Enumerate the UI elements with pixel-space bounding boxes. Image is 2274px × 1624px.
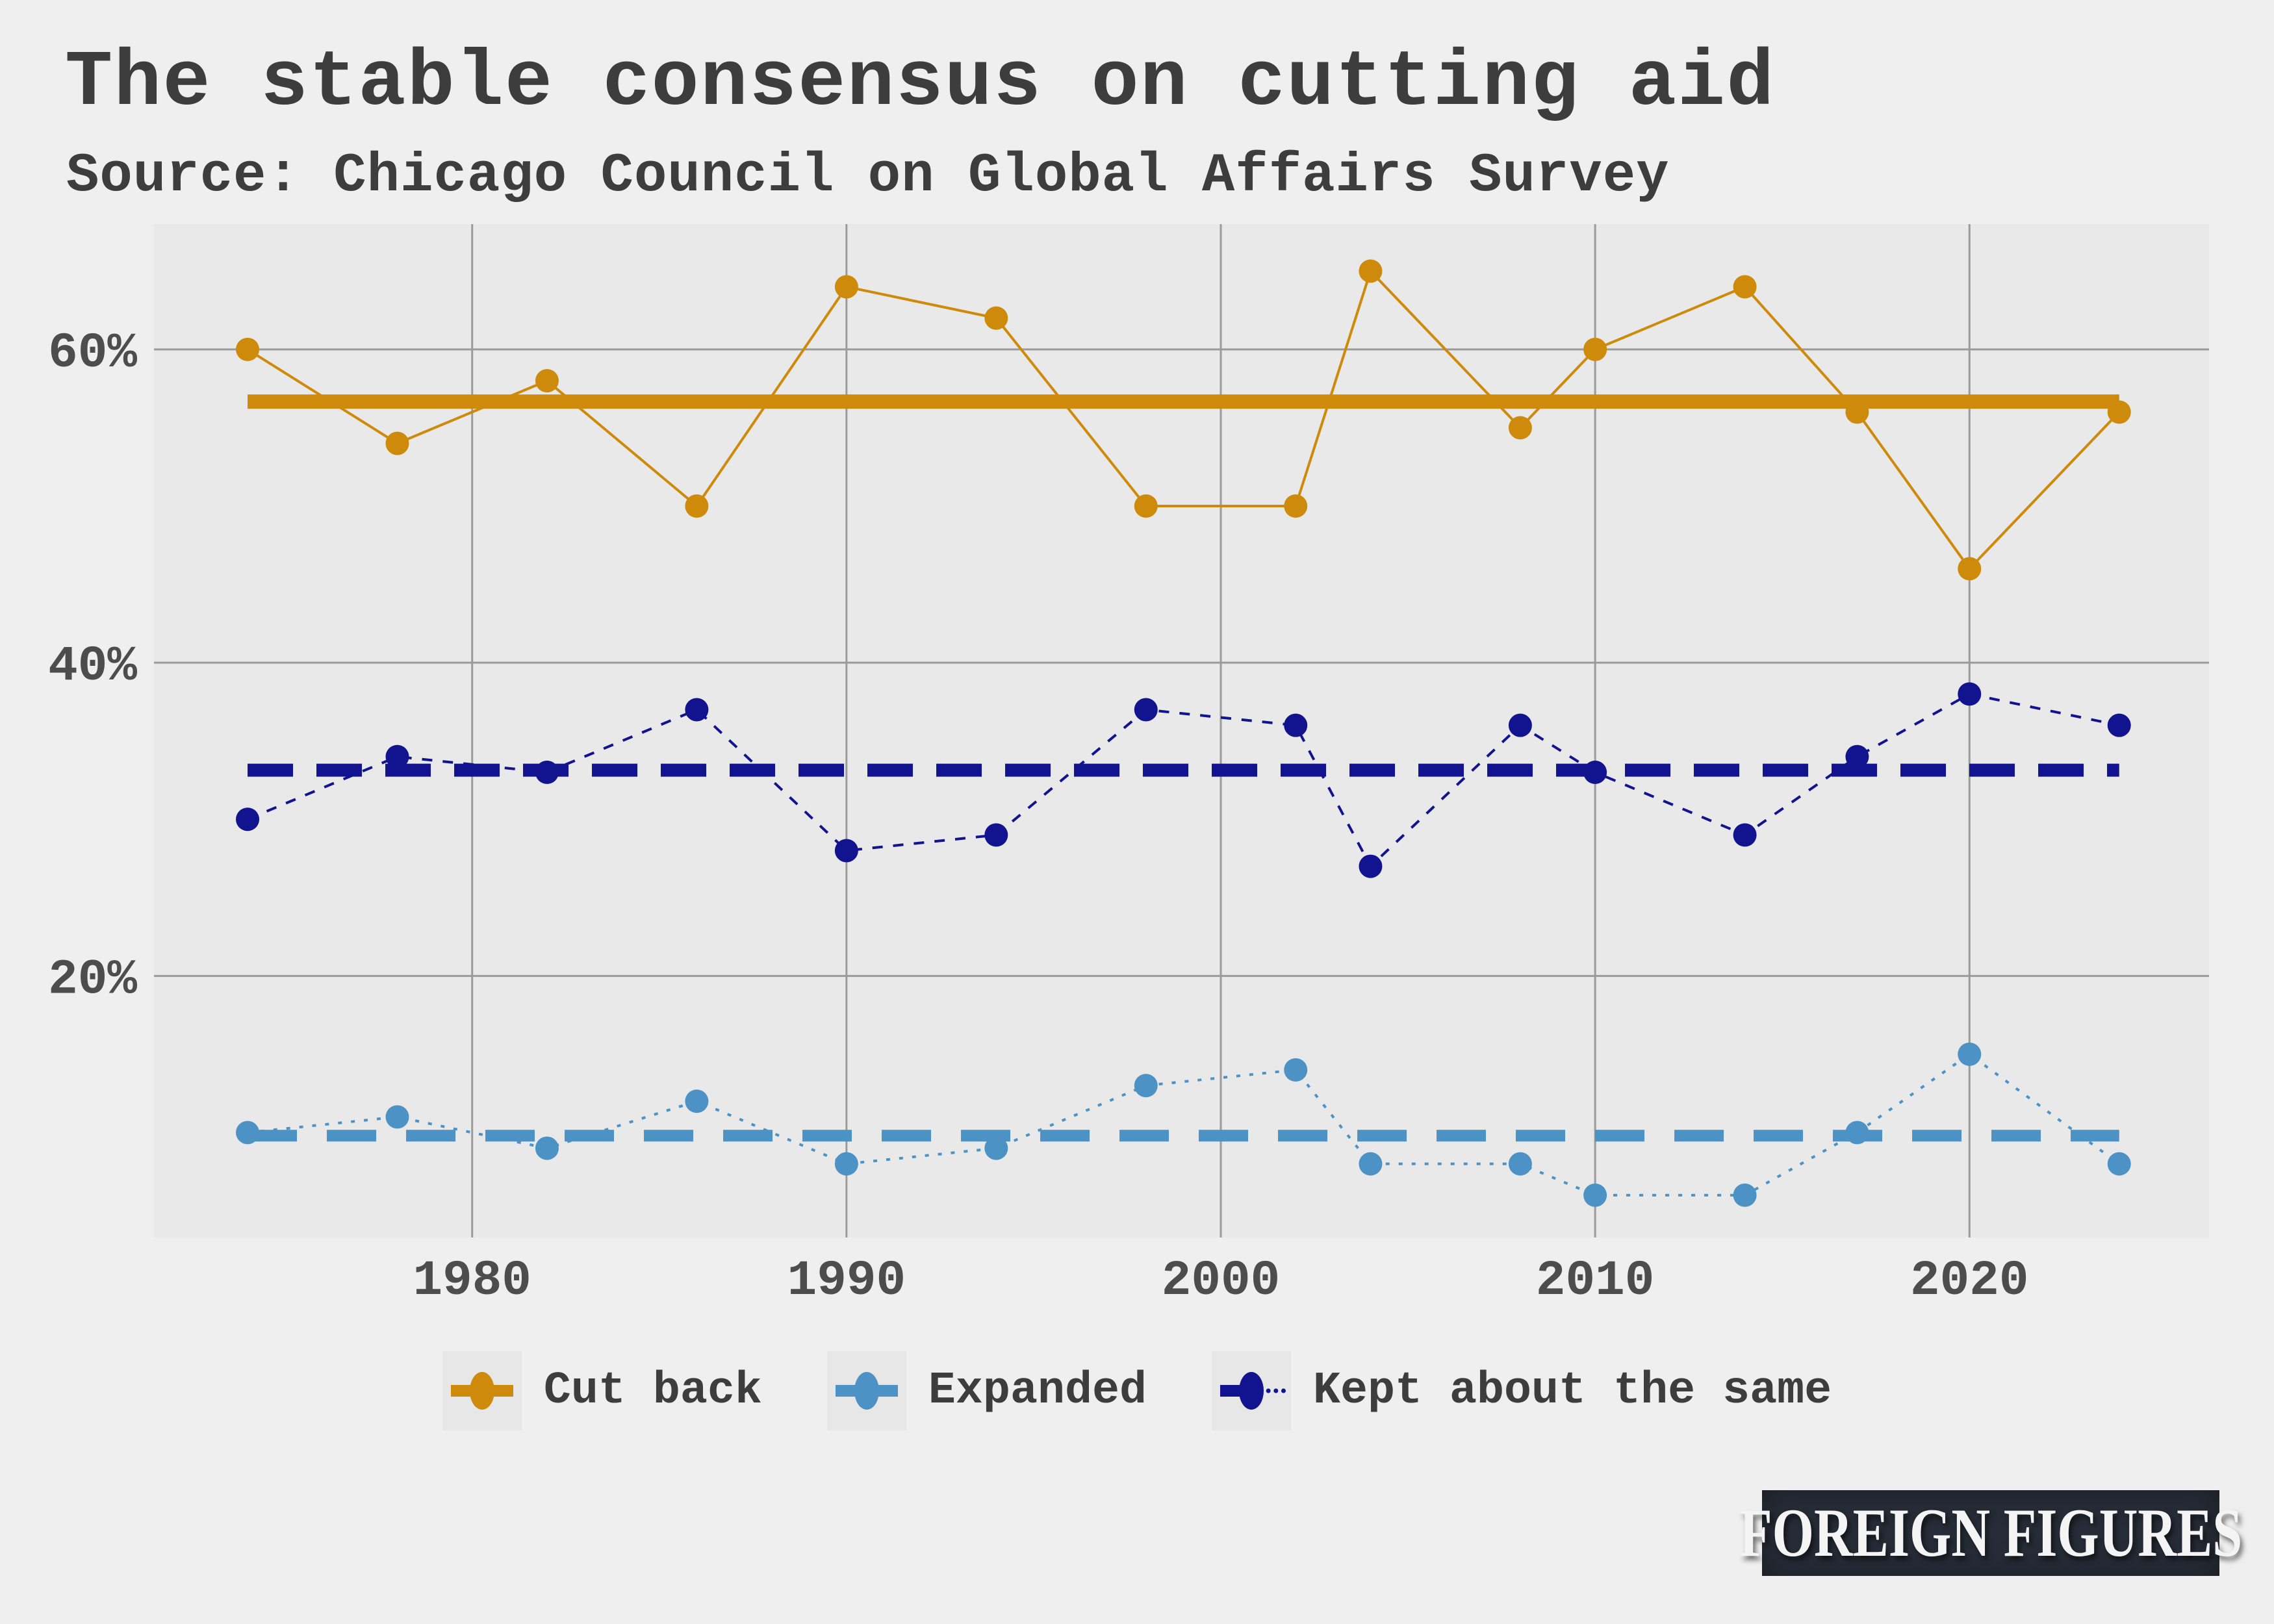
x-tick-label-2010: 2010 [1536, 1253, 1654, 1309]
data-point-cut-back-2008 [1508, 416, 1532, 440]
y-tick-label-40: 40% [48, 639, 137, 694]
legend-marker-icon [854, 1372, 879, 1410]
legend-key-expanded [826, 1351, 906, 1430]
data-point-cut-back-1990 [834, 275, 858, 299]
data-point-cut-back-1974 [236, 337, 260, 361]
data-point-expanded-2004 [1359, 1152, 1383, 1176]
plot-area [154, 224, 2209, 1237]
data-point-kept-about-the-same-2004 [1359, 854, 1383, 878]
data-point-cut-back-1986 [685, 494, 709, 518]
data-point-expanded-2017 [1845, 1121, 1869, 1145]
y-tick-label-20: 20% [48, 952, 137, 1008]
legend-marker-icon [1238, 1372, 1264, 1410]
data-point-kept-about-the-same-1998 [1134, 698, 1158, 722]
data-point-expanded-2008 [1508, 1152, 1532, 1176]
data-point-expanded-1990 [834, 1152, 858, 1176]
data-point-kept-about-the-same-1994 [984, 823, 1008, 847]
legend-key-kept-same [1211, 1351, 1291, 1430]
data-point-expanded-2002 [1284, 1058, 1308, 1082]
chart-subtitle: Source: Chicago Council on Global Affair… [66, 146, 1670, 207]
data-point-expanded-2020 [1958, 1042, 1982, 1066]
legend-label: Kept about the same [1312, 1365, 1832, 1417]
data-point-expanded-2010 [1583, 1183, 1607, 1207]
data-point-cut-back-1982 [535, 369, 559, 393]
data-point-expanded-1978 [385, 1105, 409, 1129]
chart-title: The stable consensus on cutting aid [65, 38, 1776, 128]
data-point-cut-back-2004 [1359, 259, 1383, 283]
data-point-cut-back-2020 [1958, 557, 1982, 581]
data-point-kept-about-the-same-2017 [1845, 744, 1869, 768]
data-point-cut-back-1994 [984, 306, 1008, 330]
legend-label: Expanded [928, 1365, 1147, 1417]
legend-item-kept-about-the-same: Kept about the same [1211, 1351, 1832, 1430]
data-point-cut-back-1998 [1134, 494, 1158, 518]
data-point-kept-about-the-same-2024 [2107, 713, 2131, 737]
data-point-cut-back-2014 [1733, 275, 1757, 299]
data-point-expanded-2014 [1733, 1183, 1757, 1207]
data-point-expanded-1986 [685, 1089, 709, 1113]
data-point-kept-about-the-same-2020 [1958, 682, 1982, 706]
data-point-kept-about-the-same-2002 [1284, 713, 1308, 737]
data-point-cut-back-2010 [1583, 337, 1607, 361]
data-point-kept-about-the-same-1974 [236, 807, 260, 831]
legend-item-expanded: Expanded [826, 1351, 1147, 1430]
data-point-kept-about-the-same-1986 [685, 698, 709, 722]
x-tick-label-2000: 2000 [1162, 1253, 1280, 1309]
data-point-cut-back-1978 [385, 431, 409, 455]
data-point-expanded-1998 [1134, 1074, 1158, 1098]
data-point-cut-back-2002 [1284, 494, 1308, 518]
data-point-expanded-1994 [984, 1136, 1008, 1160]
data-point-kept-about-the-same-2014 [1733, 823, 1757, 847]
x-tick-label-2020: 2020 [1910, 1253, 2028, 1309]
legend-dotted-tail-icon [1258, 1388, 1286, 1393]
data-point-kept-about-the-same-1978 [385, 744, 409, 768]
data-point-kept-about-the-same-1982 [535, 760, 559, 784]
legend: Cut back Expanded Kept about the same [0, 1351, 2274, 1430]
legend-item-cut-back: Cut back [442, 1351, 762, 1430]
x-tick-label-1990: 1990 [787, 1253, 906, 1309]
data-point-expanded-2024 [2107, 1152, 2131, 1176]
x-tick-label-1980: 1980 [413, 1253, 531, 1309]
data-point-kept-about-the-same-1990 [834, 839, 858, 863]
data-point-expanded-1974 [236, 1121, 260, 1145]
brand-logo: FOREIGN FIGURES [1739, 1490, 2242, 1576]
data-point-expanded-1982 [535, 1136, 559, 1160]
y-tick-label-60: 60% [48, 325, 137, 381]
data-point-kept-about-the-same-2008 [1508, 713, 1532, 737]
brand-logo-text: FOREIGN FIGURES [1739, 1495, 2243, 1571]
legend-key-cut-back [442, 1351, 522, 1430]
data-point-cut-back-2017 [1845, 400, 1869, 424]
legend-marker-icon [469, 1372, 494, 1410]
data-point-cut-back-2024 [2107, 400, 2131, 424]
data-point-kept-about-the-same-2010 [1583, 760, 1607, 784]
legend-label: Cut back [543, 1365, 762, 1417]
